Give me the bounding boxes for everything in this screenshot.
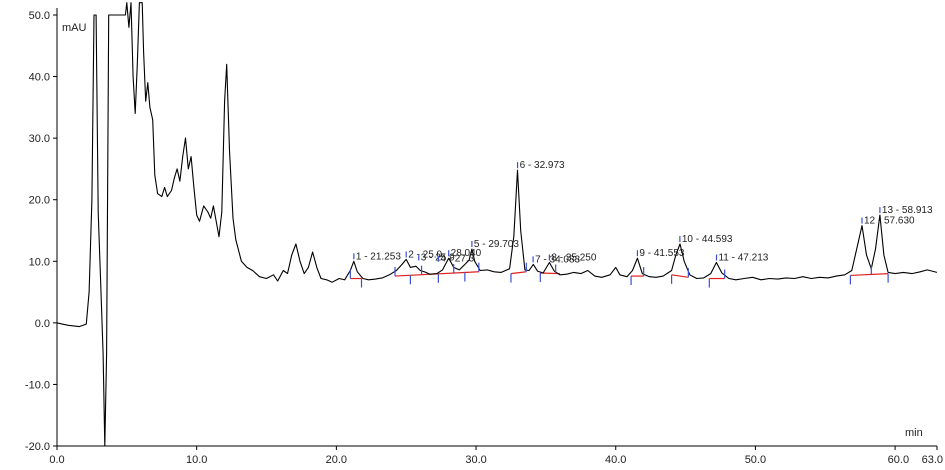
y-axis-ticks: 50.0 40.0 30.0 20.0 10.0 0.0 -10.0 -20.0 bbox=[25, 10, 57, 453]
peak-label: 2 - 25.0 bbox=[408, 249, 442, 260]
x-tick-label: 10.0 bbox=[186, 454, 207, 466]
y-tick-label: 50.0 bbox=[29, 10, 50, 22]
y-tick-label: -10.0 bbox=[25, 379, 50, 391]
peak-label: 8 - 35.250 bbox=[551, 253, 596, 264]
peak-label: 6 - 32.973 bbox=[520, 160, 565, 171]
x-tick-label: 20.0 bbox=[326, 454, 347, 466]
peak-label: 1 - 21.253 bbox=[356, 251, 401, 262]
peak-label: 5 - 29.703 bbox=[474, 239, 519, 250]
trace-group bbox=[57, 2, 937, 447]
peak-label: 28.040 bbox=[451, 248, 482, 259]
peak-label: 11 - 47.213 bbox=[718, 253, 768, 264]
x-axis-label: min bbox=[905, 427, 923, 439]
x-tick-label: 40.0 bbox=[605, 454, 626, 466]
x-tick-label: 30.0 bbox=[465, 454, 486, 466]
y-tick-label: 0.0 bbox=[35, 318, 50, 330]
y-tick-label: -20.0 bbox=[25, 441, 50, 453]
x-tick-label: 0.0 bbox=[49, 454, 64, 466]
y-tick-label: 10.0 bbox=[29, 256, 50, 268]
peak-label: 10 - 44.593 bbox=[682, 234, 733, 245]
y-tick-label: 40.0 bbox=[29, 72, 50, 84]
x-tick-label: 60.0 bbox=[888, 454, 909, 466]
x-axis-ticks: 0.0 10.0 20.0 30.0 40.0 50.0 60.0 63.0 bbox=[49, 446, 943, 466]
baseline-segment bbox=[671, 274, 689, 278]
x-tick-label: 50.0 bbox=[745, 454, 766, 466]
y-axis-label: mAU bbox=[62, 22, 87, 34]
peak-boundary-markers bbox=[349, 262, 889, 288]
peak-labels: 1 - 21.253 2 - 25.03 - 25.94 - 27.328.040… bbox=[353, 160, 933, 265]
y-tick-label: 30.0 bbox=[29, 133, 50, 145]
baseline-segment bbox=[850, 273, 889, 277]
peak-label: 4 - 27.3 bbox=[440, 254, 474, 265]
x-tick-label: 63.0 bbox=[922, 454, 943, 466]
peak-label: 13 - 58.913 bbox=[882, 205, 933, 216]
peak-label: 12 - 57.630 bbox=[864, 216, 915, 227]
peak-label: 9 - 41.553 bbox=[639, 248, 684, 259]
axes bbox=[56, 8, 937, 447]
peak-label: 7 - 34.083 bbox=[535, 254, 580, 265]
y-tick-label: 20.0 bbox=[29, 195, 50, 207]
trace-line bbox=[57, 2, 937, 447]
baseline-segment bbox=[510, 271, 527, 275]
